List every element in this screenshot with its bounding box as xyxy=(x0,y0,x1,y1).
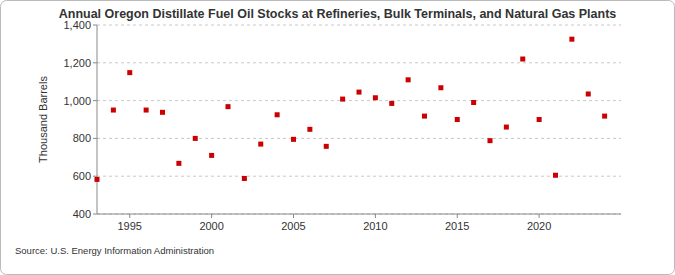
point xyxy=(95,177,100,182)
x-tick-label: 1995 xyxy=(118,220,142,232)
x-axis xyxy=(97,214,621,215)
y-tick-label: 600 xyxy=(73,170,91,182)
title: Annual Oregon Distillate Fuel Oil Stocks… xyxy=(59,7,617,21)
point xyxy=(602,114,607,119)
x-tick xyxy=(375,214,376,218)
grid-line xyxy=(97,100,621,101)
x-tick-label: 2010 xyxy=(363,220,387,232)
point xyxy=(340,97,345,102)
point xyxy=(471,100,476,105)
y-tick-label: 1,200 xyxy=(63,57,91,69)
y-tick-label: 400 xyxy=(73,208,91,220)
x-tick xyxy=(129,214,130,218)
point xyxy=(455,117,460,122)
x-tick-label: 2015 xyxy=(445,220,469,232)
y-axis-label: Thousand Barrels xyxy=(37,76,49,163)
x-tick xyxy=(457,214,458,218)
point xyxy=(258,142,263,147)
point xyxy=(160,110,165,115)
point xyxy=(242,176,247,181)
grid-line xyxy=(97,62,621,63)
point xyxy=(488,138,493,143)
point xyxy=(193,136,198,141)
grid-line xyxy=(97,138,621,139)
point xyxy=(406,77,411,82)
point xyxy=(569,37,574,42)
y-tick xyxy=(93,176,97,177)
point xyxy=(111,108,116,113)
point xyxy=(226,104,231,109)
point xyxy=(144,108,149,113)
y-tick-label: 800 xyxy=(73,132,91,144)
source: Source: U.S. Energy Information Administ… xyxy=(15,245,214,256)
x-tick xyxy=(211,214,212,218)
point xyxy=(176,161,181,166)
point xyxy=(127,70,132,75)
point xyxy=(357,90,362,95)
x-tick-label: 2020 xyxy=(527,220,551,232)
point xyxy=(275,112,280,117)
y-axis xyxy=(97,25,98,214)
point xyxy=(373,95,378,100)
y-tick xyxy=(93,25,97,26)
point xyxy=(504,125,509,130)
grid-line xyxy=(97,25,621,26)
y-tick-label: 1,400 xyxy=(63,19,91,31)
chart: Annual Oregon Distillate Fuel Oil Stocks… xyxy=(0,0,675,275)
point xyxy=(586,91,591,96)
grid-line xyxy=(97,214,621,215)
y-tick-label: 1,000 xyxy=(63,95,91,107)
point xyxy=(324,144,329,149)
x-tick-label: 2005 xyxy=(281,220,305,232)
point xyxy=(307,127,312,132)
point xyxy=(389,101,394,106)
marks xyxy=(95,37,608,182)
point xyxy=(422,114,427,119)
x-tick xyxy=(539,214,540,218)
grid-line xyxy=(97,176,621,177)
point xyxy=(209,153,214,158)
y-tick xyxy=(93,214,97,215)
y-tick xyxy=(93,100,97,101)
x-tick-label: 2000 xyxy=(199,220,223,232)
y-tick xyxy=(93,62,97,63)
point xyxy=(438,85,443,90)
point xyxy=(537,117,542,122)
point xyxy=(291,137,296,142)
point xyxy=(520,57,525,62)
x-tick xyxy=(293,214,294,218)
chart-frame xyxy=(1,1,675,275)
y-tick xyxy=(93,138,97,139)
point xyxy=(553,173,558,178)
